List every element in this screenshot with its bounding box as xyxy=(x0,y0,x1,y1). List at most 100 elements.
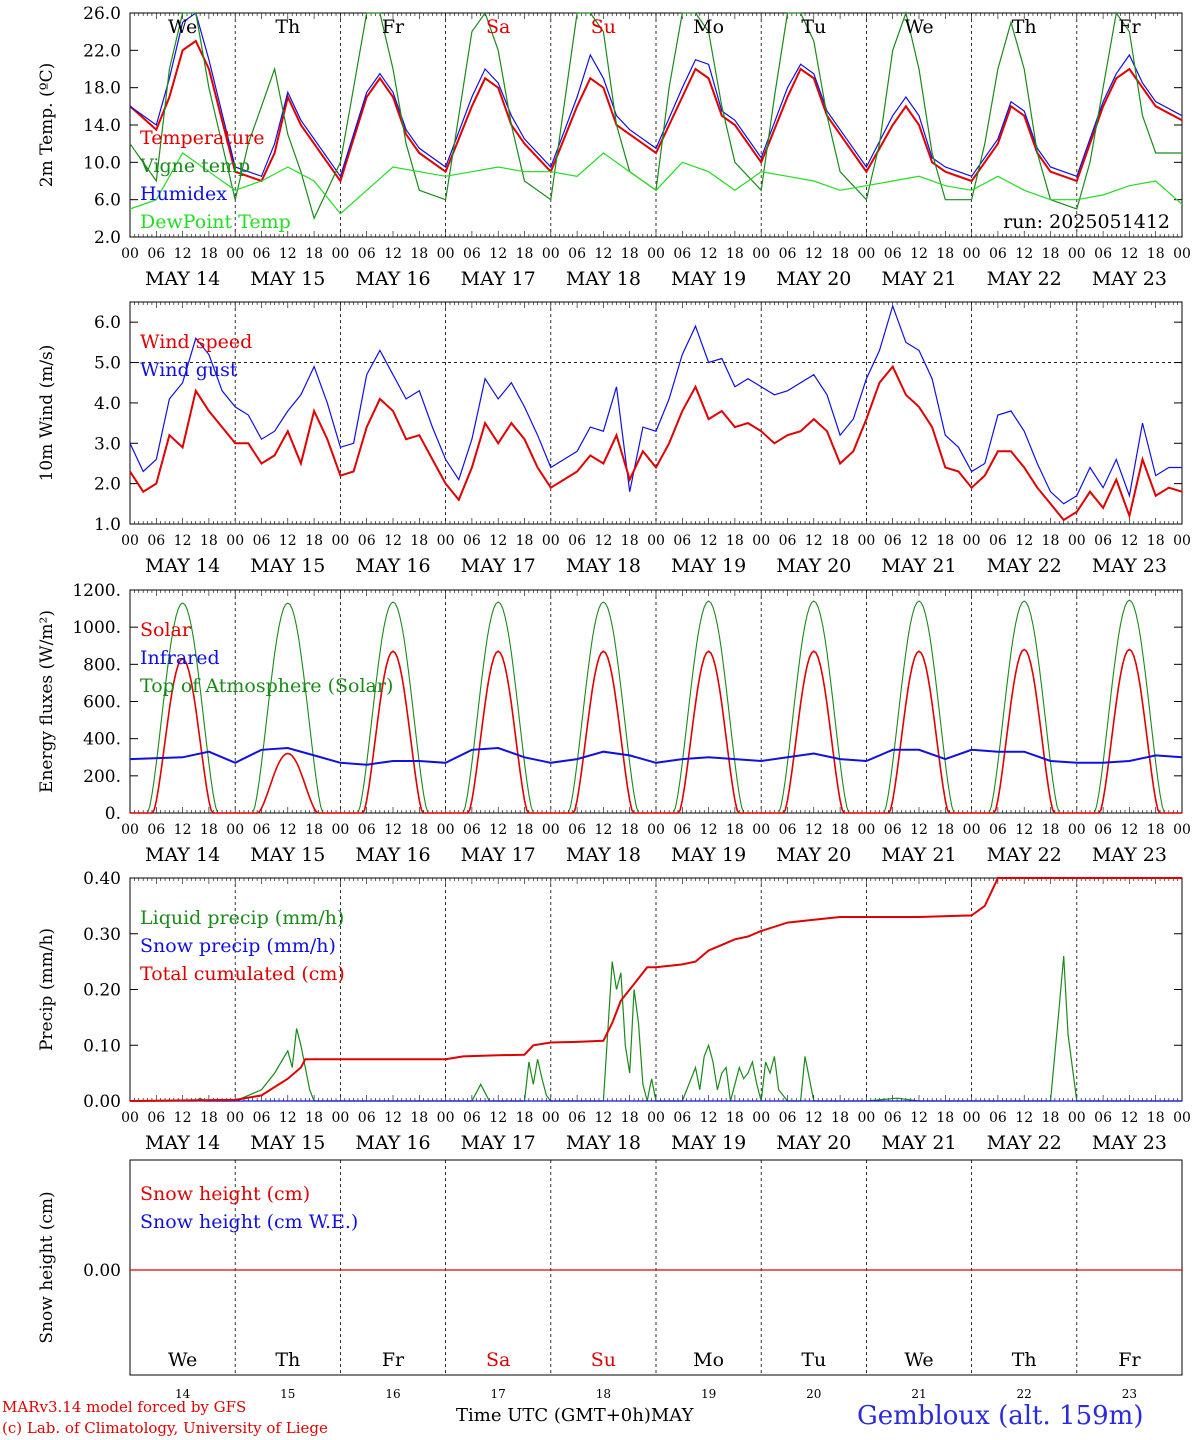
panel-1-x-hour-label: 18 xyxy=(200,533,218,549)
panel-0-x-date-label: MAY 22 xyxy=(987,268,1062,290)
panel-2-x-hour-label: 12 xyxy=(384,822,402,838)
panel-2-x-hour-label: 06 xyxy=(568,822,586,838)
panel-3-x-hour-label: 12 xyxy=(384,1110,402,1126)
lab-credit: (c) Lab. of Climatology, University of L… xyxy=(2,1419,328,1437)
panel-1-x-hour-label: 06 xyxy=(147,533,165,549)
panel-0-x-hour-label: 12 xyxy=(910,246,928,262)
panel-1-x-date-label: MAY 15 xyxy=(250,555,325,577)
panel-2-x-hour-label: 06 xyxy=(673,822,691,838)
panel-3-x-date-label: MAY 18 xyxy=(566,1132,641,1154)
panel-0-x-hour-label: 00 xyxy=(226,246,244,262)
panel-1-x-hour-label: 00 xyxy=(963,533,981,549)
panel-4-weekday-label: We xyxy=(904,1349,933,1371)
panel-1-x-hour-label: 00 xyxy=(437,533,455,549)
panel-1-y-tick-label: 1.0 xyxy=(94,515,121,535)
panel-0-x-hour-label: 12 xyxy=(1120,246,1138,262)
panel-3-y-tick-label: 0.20 xyxy=(83,981,121,1001)
panel-3-x-hour-label: 12 xyxy=(489,1110,507,1126)
panel-3-x-date-label: MAY 16 xyxy=(355,1132,430,1154)
panel-2-x-date-label: MAY 16 xyxy=(355,844,430,866)
panel-0-x-hour-label: 06 xyxy=(463,246,481,262)
panel-2-x-hour-label: 12 xyxy=(489,822,507,838)
panel-3-x-date-label: MAY 14 xyxy=(145,1132,220,1154)
panel-2-x-date-label: MAY 17 xyxy=(461,844,536,866)
panel-4-day-number: 17 xyxy=(491,1387,506,1401)
panel-3-x-hour-label: 00 xyxy=(226,1110,244,1126)
total-cumulated-series-line-thick xyxy=(129,877,1182,1102)
panel-0-x-date-label: MAY 18 xyxy=(566,268,641,290)
panel-3-x-hour-label: 06 xyxy=(1094,1110,1112,1126)
panel-4-day-number: 14 xyxy=(175,1387,191,1401)
panel-3-x-hour-label: 00 xyxy=(1173,1110,1191,1126)
panel-1-x-hour-label: 06 xyxy=(673,533,691,549)
panel-4-weekday-label: We xyxy=(168,1349,197,1371)
panel-2-x-date-label: MAY 19 xyxy=(671,844,746,866)
panel-3-x-hour-label: 06 xyxy=(463,1110,481,1126)
panel-2-y-axis-label: Energy fluxes (W/m²) xyxy=(37,610,57,793)
panel-2-y-tick-label: 800. xyxy=(83,655,121,675)
panel-3-x-hour-label: 00 xyxy=(1068,1110,1086,1126)
panel-3-x-hour-label: 06 xyxy=(358,1110,376,1126)
panel-3-x-hour-label: 06 xyxy=(568,1110,586,1126)
panel-0-x-hour-label: 06 xyxy=(673,246,691,262)
panel-3-x-hour-label: 12 xyxy=(910,1110,928,1126)
panel-2-legend-entry: Top of Atmosphere (Solar) xyxy=(140,675,393,697)
panel-2-x-hour-label: 06 xyxy=(463,822,481,838)
panel-0-x-hour-label: 12 xyxy=(1015,246,1033,262)
panel-3-x-hour-label: 00 xyxy=(752,1110,770,1126)
panel-1-x-date-label: MAY 22 xyxy=(987,555,1062,577)
panel-3-x-hour-label: 18 xyxy=(831,1110,849,1126)
panel-3-x-hour-label: 18 xyxy=(305,1110,323,1126)
panel-3-x-date-label: MAY 19 xyxy=(671,1132,746,1154)
panel-0-weekday-label: Th xyxy=(275,16,300,38)
panel-0-x-hour-label: 00 xyxy=(963,246,981,262)
panel-1-x-hour-label: 06 xyxy=(253,533,271,549)
panel-0-x-date-label: MAY 17 xyxy=(461,268,536,290)
panel-1-x-hour-label: 00 xyxy=(1173,533,1191,549)
panel-2-x-hour-label: 06 xyxy=(1094,822,1112,838)
panel-1-y-tick-label: 6.0 xyxy=(94,313,121,333)
panel-1-x-date-label: MAY 14 xyxy=(145,555,220,577)
panel-1-x-hour-label: 00 xyxy=(857,533,875,549)
panel-4-weekday-label: Tu xyxy=(801,1349,826,1371)
panel-1-x-hour-label: 06 xyxy=(779,533,797,549)
panel-2-x-hour-label: 18 xyxy=(936,822,954,838)
panel-1-x-hour-label: 18 xyxy=(726,533,744,549)
panel-2-y-tick-label: 1200. xyxy=(72,581,121,601)
panel-0-x-hour-label: 18 xyxy=(831,246,849,262)
panel-3-x-date-label: MAY 22 xyxy=(987,1132,1062,1154)
panel-0-x-date-label: MAY 19 xyxy=(671,268,746,290)
panel-2-x-hour-label: 00 xyxy=(752,822,770,838)
panel-2-x-hour-label: 12 xyxy=(700,822,718,838)
panel-0-legend-entry: Humidex xyxy=(140,183,227,205)
panel-2-x-hour-label: 18 xyxy=(410,822,428,838)
panel-3-y-tick-label: 0.30 xyxy=(83,925,121,945)
panel-2-x-hour-label: 00 xyxy=(1068,822,1086,838)
panel-0-x-date-label: MAY 23 xyxy=(1092,268,1167,290)
panel-1-y-axis-label: 10m Wind (m/s) xyxy=(37,345,57,482)
panel-4-weekday-label: Su xyxy=(591,1349,616,1371)
wind-gust-series-line xyxy=(129,304,1182,505)
panel-3-x-hour-label: 12 xyxy=(700,1110,718,1126)
panel-1-y-tick-label: 3.0 xyxy=(94,434,121,454)
panel-2-frame xyxy=(129,589,1183,814)
panel-3-y-tick-label: 0.00 xyxy=(83,1092,121,1112)
panel-3-x-hour-label: 18 xyxy=(200,1110,218,1126)
panel-0-weekday-label: Mo xyxy=(693,16,724,38)
panel-1-x-hour-label: 12 xyxy=(594,533,612,549)
panel-4-weekday-label: Th xyxy=(1012,1349,1037,1371)
panel-1-x-hour-label: 12 xyxy=(174,533,192,549)
panel-2-legend-entry: Infrared xyxy=(140,647,220,669)
panel-0-x-hour-label: 12 xyxy=(174,246,192,262)
temperature-series-line-thick xyxy=(129,39,1183,184)
panel-4-day-number: 22 xyxy=(1017,1387,1032,1401)
panel-3-x-hour-label: 00 xyxy=(121,1110,139,1126)
panel-3-x-hour-label: 00 xyxy=(647,1110,665,1126)
panel-1-x-hour-label: 00 xyxy=(121,533,139,549)
panel-2-x-date-label: MAY 14 xyxy=(145,844,220,866)
wind-speed-series-line-thick xyxy=(129,364,1183,522)
panel-0-x-hour-label: 06 xyxy=(1094,246,1112,262)
panel-1-x-hour-label: 06 xyxy=(884,533,902,549)
panel-1-x-hour-label: 00 xyxy=(226,533,244,549)
panel-2-x-date-label: MAY 15 xyxy=(250,844,325,866)
